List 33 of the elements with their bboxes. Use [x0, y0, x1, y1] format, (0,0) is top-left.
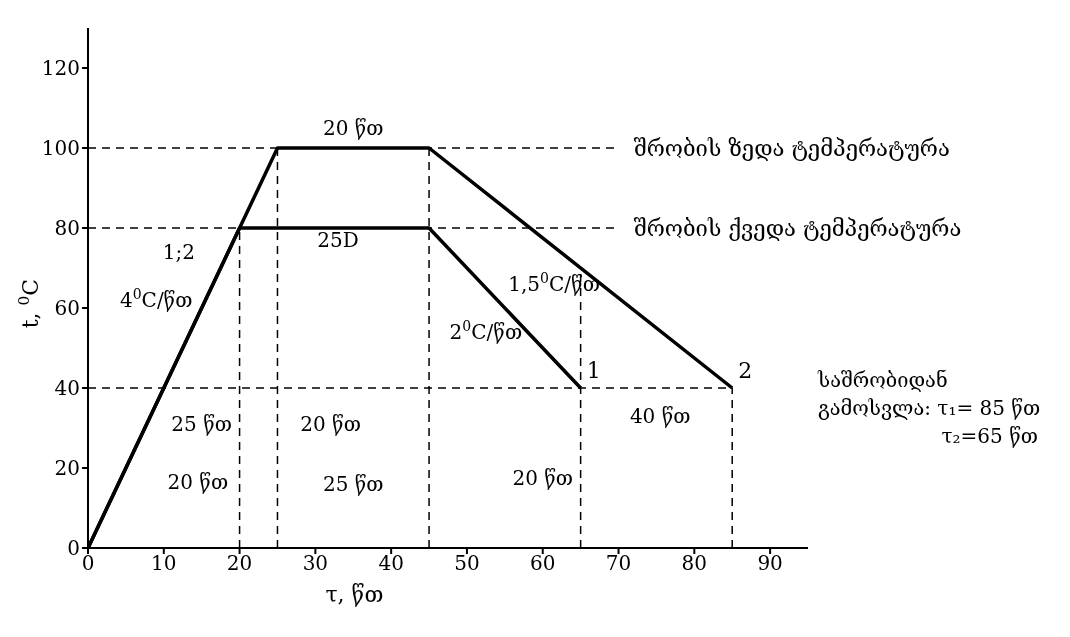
x-tick-label: 60	[530, 551, 556, 576]
annotation: 1,5$^{0}$C/წთ	[508, 270, 600, 296]
annotation: 1;2	[162, 240, 196, 264]
y-tick-label: 120	[41, 56, 80, 81]
annotation: 20 წთ	[512, 466, 574, 490]
annotation: 25 წთ	[171, 412, 233, 436]
x-tick-label: 70	[605, 551, 632, 576]
x-tick-label: 50	[454, 551, 480, 576]
y-tick-label: 80	[54, 216, 80, 241]
y-tick-label: 20	[54, 456, 80, 481]
annotation: 2$^{0}$C/წთ	[449, 318, 523, 344]
y-tick-label: 100	[41, 136, 80, 161]
y-tick-label: 40	[54, 376, 80, 401]
annotation: 25D	[317, 228, 359, 252]
x-tick-label: 80	[681, 551, 708, 576]
annotation: 25 წთ	[322, 472, 384, 496]
y-tick-label: 60	[54, 296, 80, 321]
x-tick-label: 40	[378, 551, 404, 576]
x-tick-label: 10	[151, 551, 177, 576]
annotation: 20 წთ	[322, 116, 384, 140]
x-tick-label: 20	[226, 551, 253, 576]
annotation: 40 წთ	[629, 404, 691, 428]
annotation: 4$^{0}$C/წთ	[119, 286, 193, 312]
ref-line-label: შრობის ქვედა ტემპერატურა	[633, 216, 962, 241]
x-tick-label: 30	[302, 551, 329, 576]
annotation: 20 წთ	[167, 470, 229, 494]
text: საშრობიდან გამოსვლა: τ₁= 85 წთ τ₂=65 წთ	[817, 367, 1041, 448]
x-tick-label: 90	[757, 551, 783, 576]
annotation: 20 წთ	[300, 412, 361, 436]
series-label: 2	[738, 358, 753, 383]
x-axis-title: τ, წთ	[325, 582, 384, 607]
ref-line-label: შრობის ზედა ტემპერატურა	[633, 136, 950, 161]
series-label: 1	[586, 358, 601, 383]
